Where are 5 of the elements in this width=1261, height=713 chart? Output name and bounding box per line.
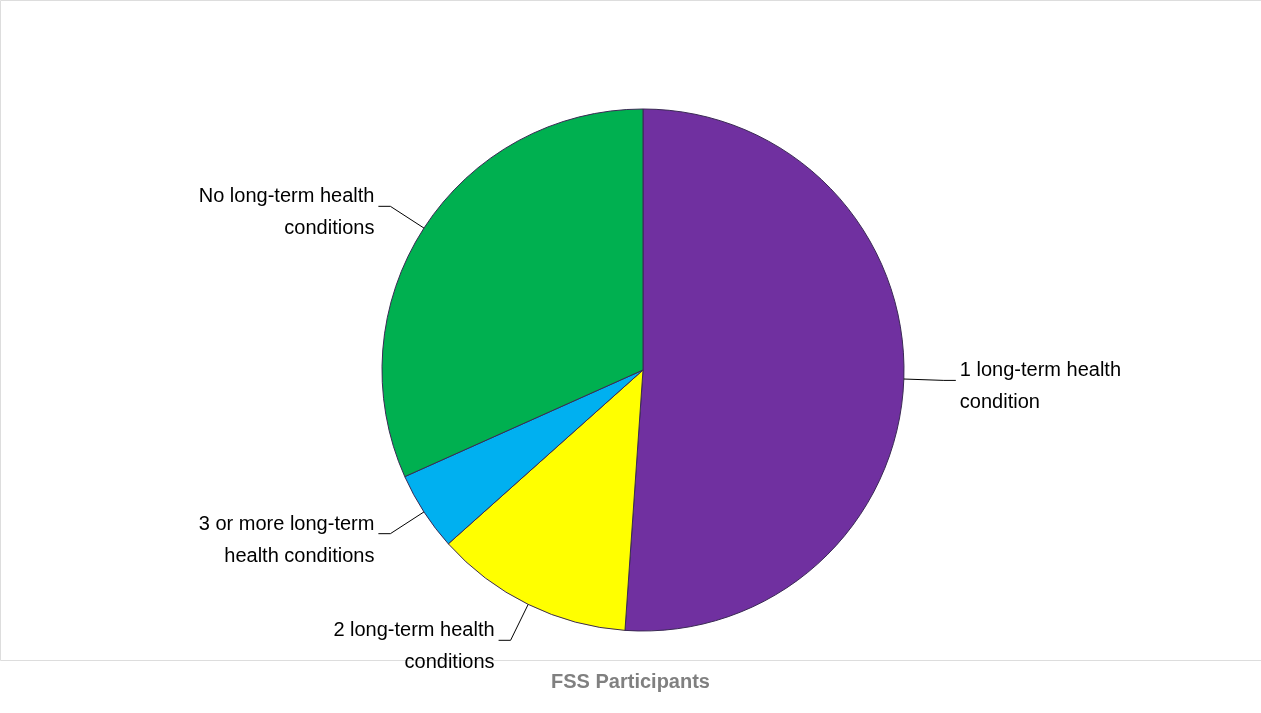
slice-label: 3 or more long-term health conditions [198, 511, 375, 566]
text: FSS Participants [551, 670, 710, 693]
slice-label: No long-term health conditions [198, 184, 375, 239]
slice-label: 1 long-term health condition [959, 358, 1122, 413]
slice-label: 2 long-term health conditions [333, 618, 495, 673]
